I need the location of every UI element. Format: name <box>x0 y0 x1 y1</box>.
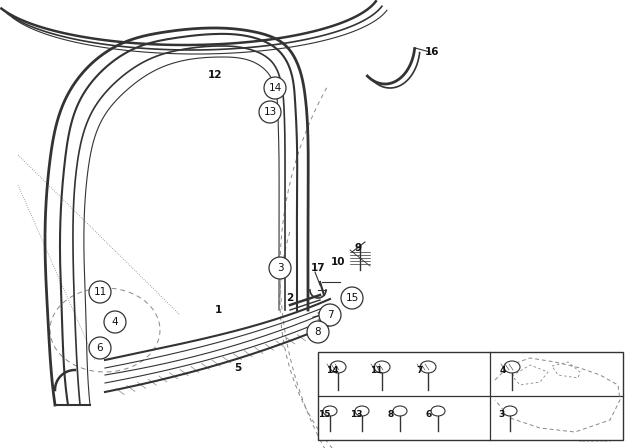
Circle shape <box>259 101 281 123</box>
Text: 2: 2 <box>286 293 294 303</box>
Text: 6: 6 <box>426 409 432 418</box>
Circle shape <box>89 337 111 359</box>
Text: 14: 14 <box>326 366 339 375</box>
Text: 9: 9 <box>355 243 362 253</box>
Text: 1: 1 <box>214 305 221 315</box>
Text: 14: 14 <box>268 83 282 93</box>
Circle shape <box>264 77 286 99</box>
Ellipse shape <box>355 406 369 416</box>
Text: 17: 17 <box>310 263 325 273</box>
Text: 10: 10 <box>331 257 345 267</box>
Text: 5: 5 <box>234 363 242 373</box>
Ellipse shape <box>330 361 346 373</box>
Circle shape <box>104 311 126 333</box>
Bar <box>318 352 623 440</box>
Text: 16: 16 <box>425 47 439 57</box>
Text: 11: 11 <box>370 366 383 375</box>
Ellipse shape <box>504 361 520 373</box>
Ellipse shape <box>323 406 337 416</box>
Text: 7: 7 <box>416 366 422 375</box>
Ellipse shape <box>420 361 436 373</box>
Text: 3: 3 <box>498 409 504 418</box>
Text: 4: 4 <box>500 366 506 375</box>
Circle shape <box>307 321 329 343</box>
Text: 7: 7 <box>326 310 333 320</box>
Text: 00059657: 00059657 <box>577 437 613 443</box>
Circle shape <box>319 304 341 326</box>
Text: 8: 8 <box>315 327 321 337</box>
Text: 15: 15 <box>346 293 358 303</box>
Ellipse shape <box>431 406 445 416</box>
Text: 13: 13 <box>264 107 276 117</box>
Text: 3: 3 <box>276 263 284 273</box>
Circle shape <box>89 281 111 303</box>
Circle shape <box>341 287 363 309</box>
Ellipse shape <box>393 406 407 416</box>
Circle shape <box>269 257 291 279</box>
Text: 4: 4 <box>112 317 118 327</box>
Text: 12: 12 <box>208 70 222 80</box>
Ellipse shape <box>503 406 517 416</box>
Text: 6: 6 <box>97 343 103 353</box>
Text: 13: 13 <box>350 409 362 418</box>
Text: 11: 11 <box>93 287 107 297</box>
Text: 8: 8 <box>388 409 394 418</box>
Text: 15: 15 <box>318 409 330 418</box>
Ellipse shape <box>374 361 390 373</box>
